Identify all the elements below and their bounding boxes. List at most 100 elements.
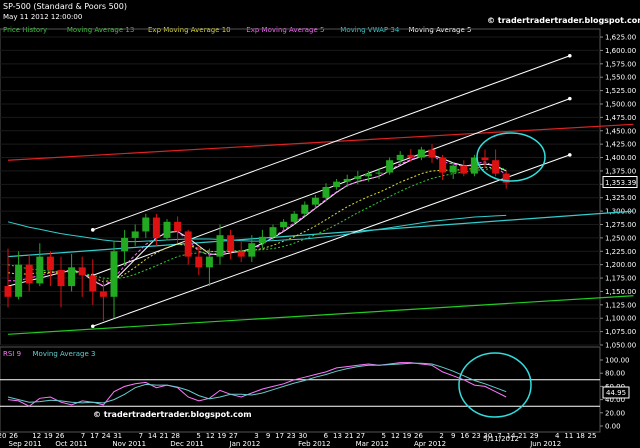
legend-item-5: Moving Average 5 <box>409 26 472 34</box>
candle <box>184 229 192 265</box>
candle-body <box>311 197 319 205</box>
price-y-tick-label: 1,150.00 <box>605 288 636 296</box>
price-y-tick-label: 1,600.00 <box>605 47 636 55</box>
candle <box>15 251 23 300</box>
candle <box>110 240 118 319</box>
x-tick-label: 19 <box>402 432 411 440</box>
candle <box>205 248 213 287</box>
x-tick-label: 4 <box>555 432 560 440</box>
candle-body <box>354 176 362 179</box>
candle <box>290 211 298 225</box>
candle <box>311 195 319 209</box>
x-tick-label: 21 <box>159 432 168 440</box>
candle <box>417 146 425 161</box>
channel-upper <box>92 55 570 231</box>
x-tick-label: 27 <box>356 432 365 440</box>
x-tick-label: 2 <box>439 432 443 440</box>
candle <box>354 170 362 185</box>
candle <box>502 170 510 189</box>
candle-body <box>131 231 139 238</box>
header-symbol: SP-500 (Standard & Poors 500) <box>3 2 127 11</box>
price-y-tick-label: 1,500.00 <box>605 100 636 108</box>
candle-body <box>99 291 107 297</box>
candle <box>428 144 436 163</box>
x-tick-label: 11 <box>564 432 573 440</box>
candle-body <box>481 157 489 161</box>
candle <box>322 183 330 202</box>
x-tick-label: 30 <box>483 432 492 440</box>
candle-body <box>237 251 245 257</box>
candle-body <box>290 213 298 222</box>
candle <box>248 235 256 262</box>
rsi-legend: RSI 9 Moving Average 3 <box>3 350 95 358</box>
rsi-panel-frame <box>0 346 601 433</box>
x-tick-label: 14 <box>148 432 157 440</box>
price-y-tick-label: 1,175.00 <box>605 275 636 283</box>
price-y-tick-label: 1,475.00 <box>605 114 636 122</box>
x-tick-label: Oct 2011 <box>55 440 87 448</box>
candle <box>333 178 341 190</box>
rsi-lines <box>7 362 507 407</box>
candle-body <box>386 160 394 173</box>
candle <box>46 251 54 287</box>
candle-body <box>184 231 192 257</box>
candle-body <box>460 165 468 174</box>
candle-body <box>492 160 500 174</box>
highlight-ellipse-rsi <box>458 352 532 418</box>
candle-body <box>364 173 372 177</box>
legend-item-1: Moving Average 13 <box>67 26 134 34</box>
channel-endpoint <box>568 53 572 58</box>
x-tick-label: Feb 2012 <box>298 440 330 448</box>
price-y-tick-label: 1,125.00 <box>605 301 636 309</box>
candle <box>269 224 277 241</box>
candle <box>142 213 150 238</box>
candle <box>152 213 160 246</box>
x-tick-label: 23 <box>472 432 481 440</box>
candle-body <box>428 149 436 158</box>
x-tick-label: 26 <box>9 432 18 440</box>
price-y-tick-label: 1,575.00 <box>605 60 636 68</box>
candle-body <box>15 264 23 297</box>
x-tick-label: 7 <box>81 432 85 440</box>
price-y-tick-label: 1,550.00 <box>605 74 636 82</box>
channel-endpoint <box>91 228 95 232</box>
trendline-green <box>7 295 634 335</box>
ma-series-4 <box>7 214 507 243</box>
x-tick-label: 31 <box>113 432 122 440</box>
candle <box>492 149 500 177</box>
candle <box>25 253 33 292</box>
x-tick-label: Nov 2011 <box>112 440 146 448</box>
candle-body <box>269 227 277 237</box>
candle <box>481 149 489 169</box>
x-tick-label: Jun 2012 <box>529 440 561 448</box>
rsi-reference-lines <box>0 379 600 407</box>
trendline-cyan <box>7 210 634 258</box>
price-y-tick-label: 1,425.00 <box>605 141 636 149</box>
price-y-tick-label: 1,200.00 <box>605 261 636 269</box>
price-y-tick-label: 1,100.00 <box>605 315 636 323</box>
candle <box>237 240 245 262</box>
candlesticks <box>4 144 510 321</box>
candle <box>68 253 76 292</box>
x-tick-label: Jan 2012 <box>229 440 261 448</box>
price-grid <box>0 36 600 346</box>
last-rsi-label: 44.95 <box>606 389 626 397</box>
x-tick-label: 7 <box>139 432 143 440</box>
candle <box>121 229 129 265</box>
candle-body <box>174 221 182 232</box>
candle <box>227 229 235 260</box>
candle-body <box>280 221 288 228</box>
x-tick-label: 24 <box>102 432 111 440</box>
last-rsi-tag: 44.95 <box>602 386 630 399</box>
candle <box>258 229 266 249</box>
candle-body <box>417 149 425 158</box>
candle <box>57 256 65 308</box>
candle-body <box>258 236 266 244</box>
candle <box>470 154 478 177</box>
candle-body <box>163 221 171 238</box>
x-tick-label: Dec 2011 <box>170 440 204 448</box>
x-tick-label: 5 <box>196 432 200 440</box>
candle <box>460 160 468 177</box>
